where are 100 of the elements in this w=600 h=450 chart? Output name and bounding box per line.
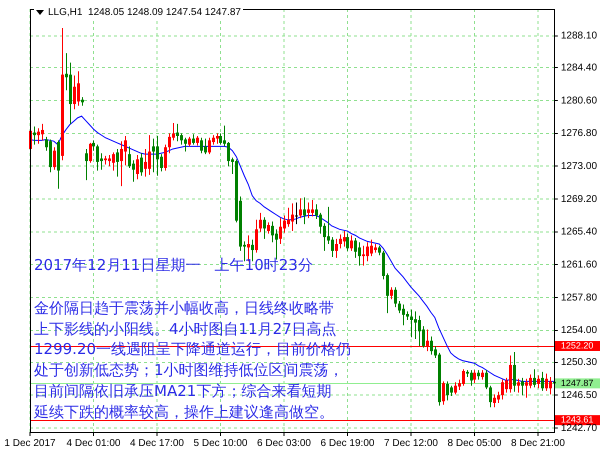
candlestick [196, 136, 199, 146]
candlestick [176, 123, 179, 142]
candlestick [89, 142, 92, 164]
candlestick [200, 137, 203, 154]
x-tick-label: 8 Dec 05:00 [448, 438, 502, 449]
candlestick [263, 216, 266, 240]
annotation: 延续下跌的概率较高，操作上建议逢高做空。 [34, 402, 334, 422]
candlestick [85, 148, 88, 181]
y-tick-label: 1269.20 [560, 194, 598, 205]
y-tick-label: 1254.00 [560, 325, 598, 336]
candlestick [291, 202, 294, 232]
y-tick-label: 1250.30 [560, 357, 598, 368]
candlestick [41, 123, 44, 141]
x-tick-label: 5 Dec 10:00 [194, 438, 248, 449]
candlestick [267, 222, 270, 234]
candlestick [295, 202, 298, 225]
candlestick [73, 75, 76, 110]
x-tick-label: 4 Dec 17:00 [130, 438, 184, 449]
candlestick [37, 128, 40, 144]
x-tick-label: 4 Dec 01:00 [66, 438, 121, 449]
candlestick [378, 245, 381, 256]
candlestick [485, 370, 488, 390]
candlestick [120, 140, 123, 187]
y-tick-label: 1261.60 [560, 259, 598, 270]
candlestick [473, 370, 476, 384]
candlestick [116, 148, 119, 178]
annotation: 2017年12月11日星期一 上午10时23分 [34, 255, 313, 275]
candlestick [410, 309, 413, 338]
x-tick-label: 6 Dec 19:00 [320, 438, 375, 449]
candlestick [307, 202, 310, 219]
candlestick [140, 152, 143, 176]
candlestick [33, 126, 36, 146]
candlestick [358, 242, 361, 266]
candlestick [335, 238, 338, 258]
annotation: 目前间隔依旧承压MA21下方；综合来看短期 [34, 381, 332, 401]
candlestick [346, 233, 349, 252]
y-tick-label: 1273.00 [560, 160, 598, 172]
candlestick [188, 136, 191, 147]
candlestick [287, 207, 290, 228]
candlestick [216, 132, 219, 144]
candlestick [92, 140, 95, 152]
candlestick [208, 137, 211, 155]
candlestick [454, 382, 457, 395]
candlestick [311, 199, 314, 217]
y-tick-label: 1242.70 [560, 422, 598, 434]
candlestick [112, 152, 115, 172]
y-tick-label: 1288.10 [560, 30, 598, 42]
candlestick [370, 239, 373, 257]
candlestick [319, 212, 322, 234]
annotation: 金价隔日趋于震荡并小幅收高，日线终收略带 [34, 298, 334, 318]
candlestick [96, 144, 99, 172]
candlestick [303, 196, 306, 225]
x-tick-label: 8 Dec 21:00 [511, 438, 566, 449]
candlestick [77, 70, 80, 106]
candlestick [168, 132, 171, 154]
candlestick [529, 374, 532, 389]
y-tick-label: 1284.40 [560, 62, 598, 74]
candlestick [339, 234, 342, 249]
y-tick-label: 1257.80 [560, 292, 598, 304]
candlestick [343, 230, 346, 248]
candlestick [470, 370, 473, 386]
candlestick [152, 138, 155, 173]
candlestick [489, 385, 492, 408]
candlestick [144, 148, 147, 178]
candlestick [148, 134, 151, 176]
candlestick [521, 377, 524, 396]
candlestick [477, 370, 480, 380]
candlestick [108, 154, 111, 167]
candlestick [219, 132, 222, 146]
candlestick [442, 380, 445, 406]
candlestick [493, 394, 496, 408]
candlestick [350, 234, 353, 252]
candlestick [525, 378, 528, 398]
y-tick-label: 1246.50 [560, 390, 598, 401]
candlestick [156, 136, 159, 176]
candlestick [414, 310, 417, 340]
candlestick [513, 351, 516, 392]
candlestick [227, 142, 230, 167]
candlestick [180, 132, 183, 146]
candlestick [541, 371, 544, 392]
candlestick [501, 379, 504, 400]
x-tick-label: 7 Dec 12:00 [384, 438, 438, 449]
candlestick [299, 198, 302, 219]
candlestick [549, 376, 552, 395]
candlestick [450, 385, 453, 397]
y-tick-label: 1265.40 [560, 226, 598, 238]
candlestick [481, 370, 484, 380]
candlestick [497, 391, 500, 404]
y-tick-label: 1280.60 [560, 95, 598, 106]
candlestick [533, 368, 536, 388]
candlestick [124, 136, 127, 166]
x-tick-label: 1 Dec 2017 [4, 438, 56, 449]
candlestick [128, 146, 131, 168]
candlestick [517, 378, 520, 394]
candlestick [164, 144, 167, 172]
candlestick [354, 237, 357, 258]
candlestick [446, 380, 449, 401]
candlestick [537, 374, 540, 389]
candlestick [430, 336, 433, 356]
candlestick [136, 154, 139, 180]
